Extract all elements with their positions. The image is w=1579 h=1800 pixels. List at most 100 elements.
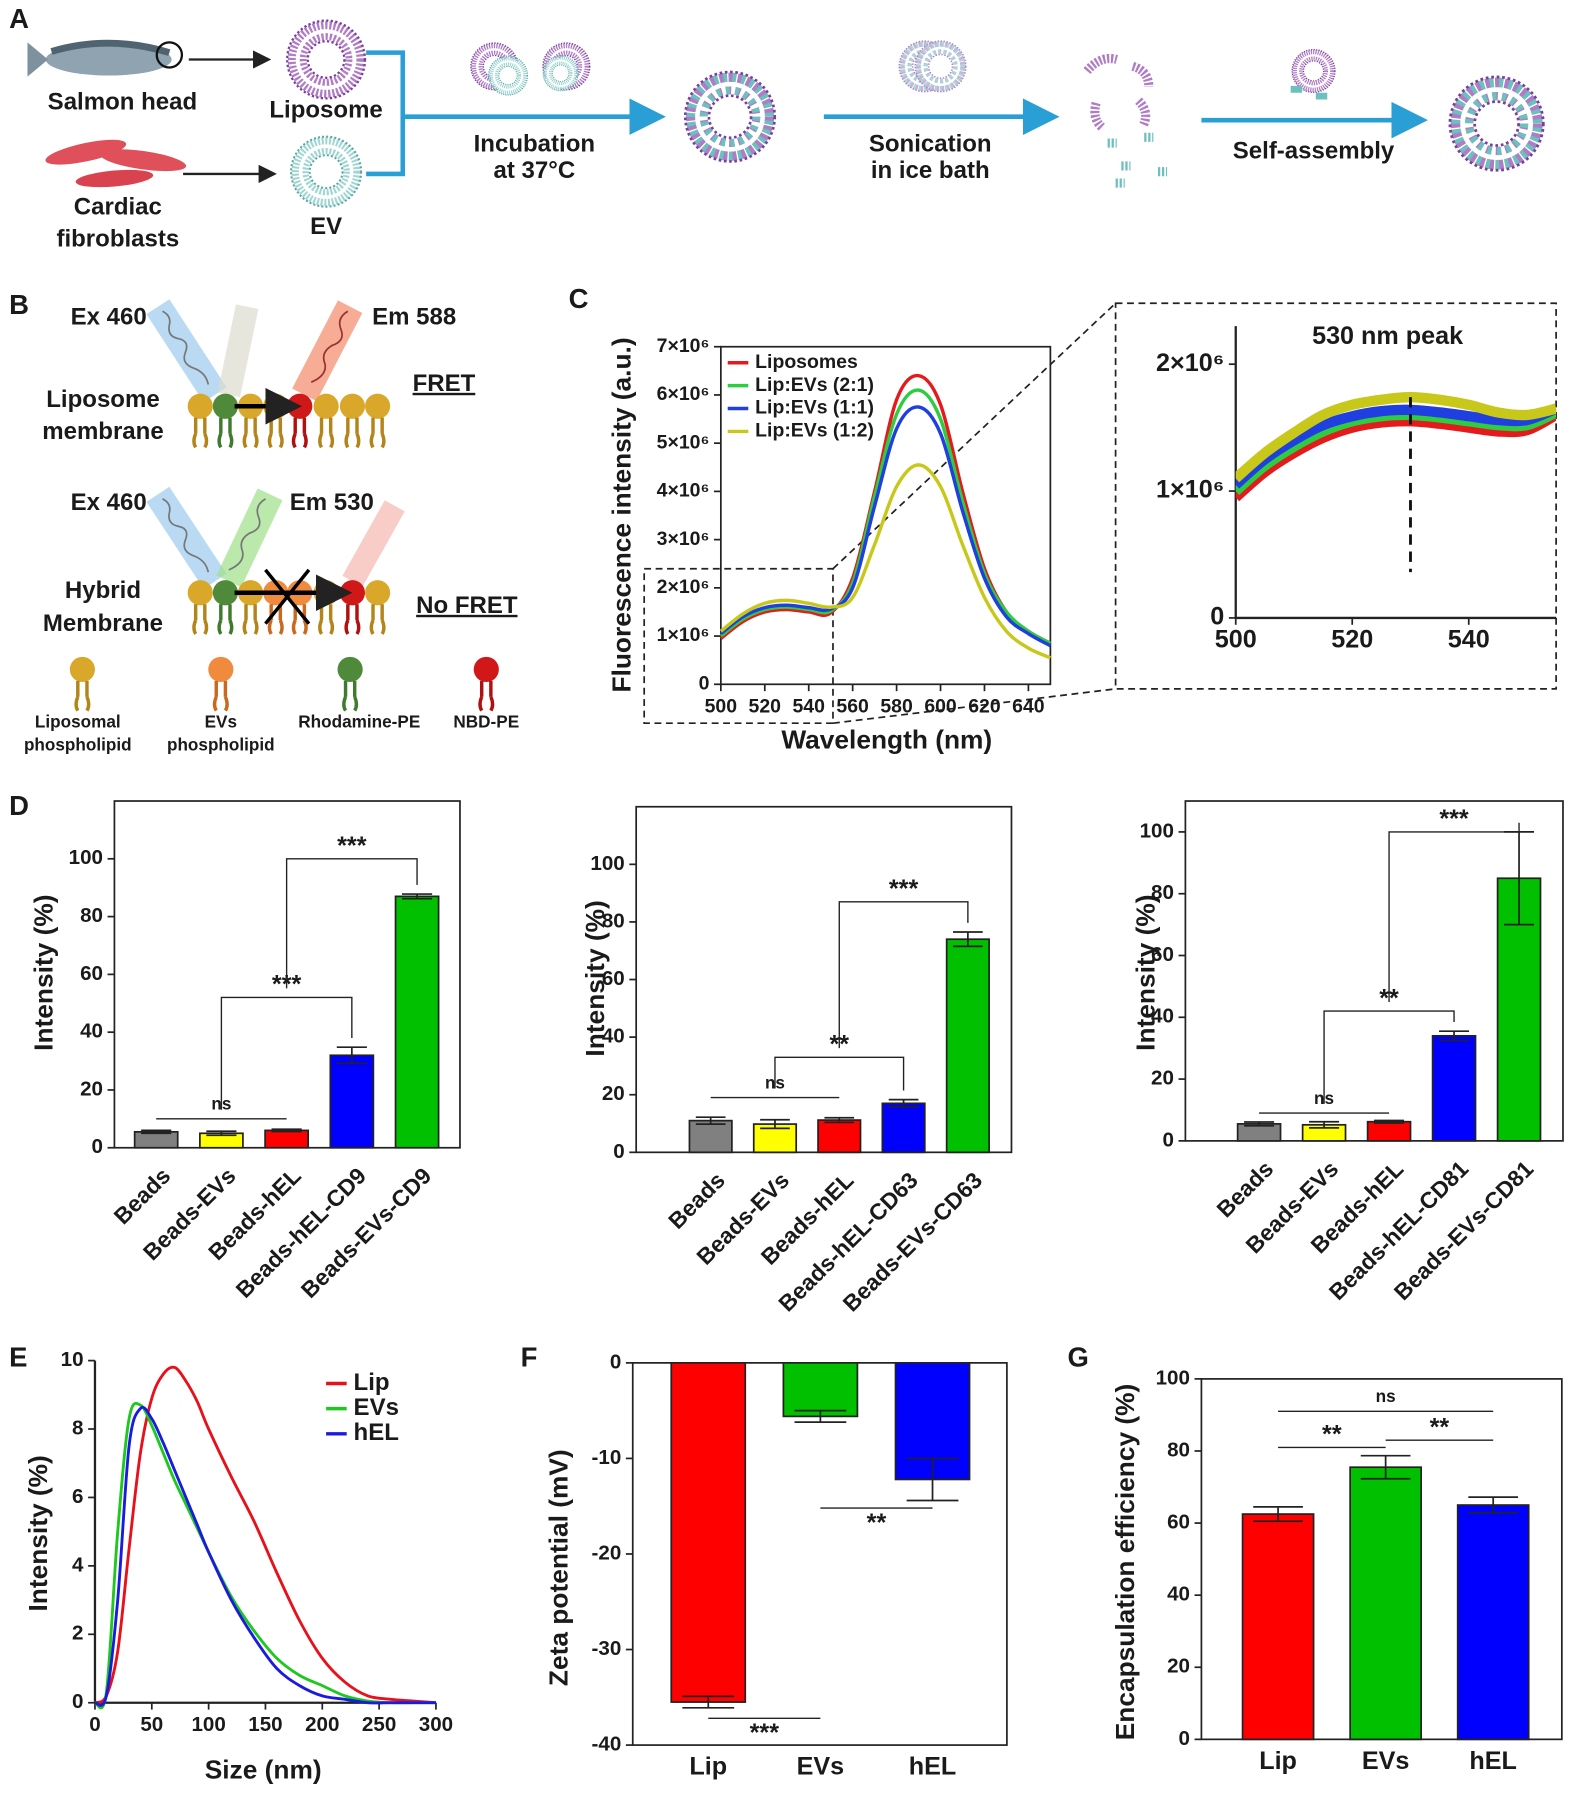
x-tick-label: 580 <box>880 695 913 717</box>
x-tick-label: EVs <box>1362 1747 1410 1775</box>
x-tick-label: 520 <box>749 695 782 717</box>
panel-label: C <box>569 283 589 314</box>
series-line <box>1235 410 1557 502</box>
bar <box>133 1130 179 1149</box>
y-tick-label: 2×10⁶ <box>657 576 710 598</box>
y-tick-label: 3×10⁶ <box>657 528 710 550</box>
y-tick-label: 5×10⁶ <box>657 431 710 453</box>
legend-label: Lip:EVs (2:1) <box>755 374 874 396</box>
error-bar <box>1309 1120 1340 1129</box>
y-tick-label: 60 <box>1167 1511 1190 1534</box>
x-tick-label: 540 <box>1448 625 1490 653</box>
significance-line <box>838 901 969 1049</box>
legend-label: phospholipid <box>24 735 132 755</box>
error-bar <box>1468 1496 1519 1514</box>
x-tick-label: 250 <box>362 1713 396 1736</box>
assembly-icon <box>1291 50 1335 100</box>
label: Membrane <box>43 610 163 637</box>
y-tick-label: 4 <box>72 1553 84 1576</box>
error-bar <box>953 931 983 948</box>
annotation: 530 nm peak <box>1312 322 1464 350</box>
bar <box>688 1119 733 1154</box>
label: Salmon head <box>48 88 197 115</box>
y-tick-label: 40 <box>1151 1005 1174 1028</box>
x-tick-label: 150 <box>248 1713 282 1736</box>
x-tick-label: 500 <box>705 695 738 717</box>
label: Incubation <box>474 131 595 158</box>
legend-label: Lip:EVs (1:1) <box>755 397 874 419</box>
series-line <box>94 1405 436 1707</box>
label: Hybrid <box>65 577 141 604</box>
series-line <box>1235 392 1557 483</box>
x-tick-label: 100 <box>191 1713 225 1736</box>
panel-label: D <box>9 790 29 821</box>
y-tick-label: 100 <box>590 852 624 875</box>
y-tick-label: 100 <box>1156 1366 1190 1389</box>
label: Self-assembly <box>1233 138 1395 165</box>
bracket <box>366 50 406 177</box>
bar <box>1456 1504 1530 1741</box>
error-bar <box>906 1457 959 1502</box>
error-bar <box>1360 1454 1411 1480</box>
significance-line <box>774 1056 905 1091</box>
y-tick-label: 20 <box>80 1077 103 1100</box>
label: No FRET <box>416 592 518 619</box>
liposome-icon <box>287 21 365 99</box>
y-tick-label: 40 <box>1167 1583 1190 1606</box>
x-tick-label: 50 <box>140 1713 163 1736</box>
bar <box>394 895 440 1149</box>
y-axis-title: Intensity (%) <box>580 900 610 1056</box>
error-bar <box>1374 1119 1405 1124</box>
panel-label: E <box>9 1342 27 1373</box>
x-tick-label: hEL <box>1469 1747 1517 1775</box>
x-axis-title: Wavelength (nm) <box>781 724 992 754</box>
x-tick-label: 540 <box>793 695 826 717</box>
y-tick-label: 80 <box>80 904 103 927</box>
label: Cardiac <box>74 194 162 221</box>
error-bar <box>682 1695 735 1709</box>
y-tick-label: 6×10⁶ <box>657 383 710 405</box>
bar <box>1241 1513 1315 1741</box>
bar <box>945 938 990 1154</box>
y-tick-label: 0 <box>610 1350 621 1373</box>
significance-line <box>1388 822 1520 1002</box>
y-tick-label: 0 <box>72 1690 83 1713</box>
error-bar <box>141 1129 172 1135</box>
label: membrane <box>42 418 163 445</box>
significance-label: ** <box>1322 1421 1342 1449</box>
error-bar <box>206 1130 237 1137</box>
light-beams <box>146 299 405 589</box>
error-bar <box>888 1098 919 1108</box>
y-tick-label: 20 <box>1151 1067 1174 1090</box>
bar <box>1349 1466 1422 1741</box>
panel-label: G <box>1068 1342 1089 1373</box>
bar <box>782 1362 859 1418</box>
y-tick-label: 60 <box>1151 943 1174 966</box>
panel-label: F <box>521 1342 538 1373</box>
y-axis-title: Intensity (%) <box>29 894 59 1050</box>
legend-label: Liposomes <box>755 351 858 373</box>
hybrid-icon <box>685 72 774 161</box>
label: fibroblasts <box>56 226 179 253</box>
legend-label: hEL <box>354 1419 399 1446</box>
series-line <box>93 1401 436 1710</box>
y-axis-title: Intensity (%) <box>1131 894 1161 1050</box>
series-line <box>719 388 1052 645</box>
error-bar <box>401 893 433 900</box>
x-tick-label: 640 <box>1012 695 1045 717</box>
label: Ex 460 <box>71 303 147 330</box>
y-tick-label: 2 <box>72 1622 83 1645</box>
panel-label: A <box>9 3 29 34</box>
x-tick-label: 0 <box>89 1713 100 1736</box>
plot-frame <box>719 345 1052 686</box>
legend-label: phospholipid <box>167 735 275 755</box>
error-bar <box>336 1046 367 1065</box>
label: Em 588 <box>372 303 456 330</box>
fragments <box>1083 53 1168 188</box>
y-tick-label: 60 <box>80 962 103 985</box>
hybrid-icon <box>1450 77 1543 170</box>
y-tick-label: 80 <box>602 909 625 932</box>
y-tick-label: 20 <box>1167 1655 1190 1678</box>
error-bar <box>1439 1030 1470 1042</box>
